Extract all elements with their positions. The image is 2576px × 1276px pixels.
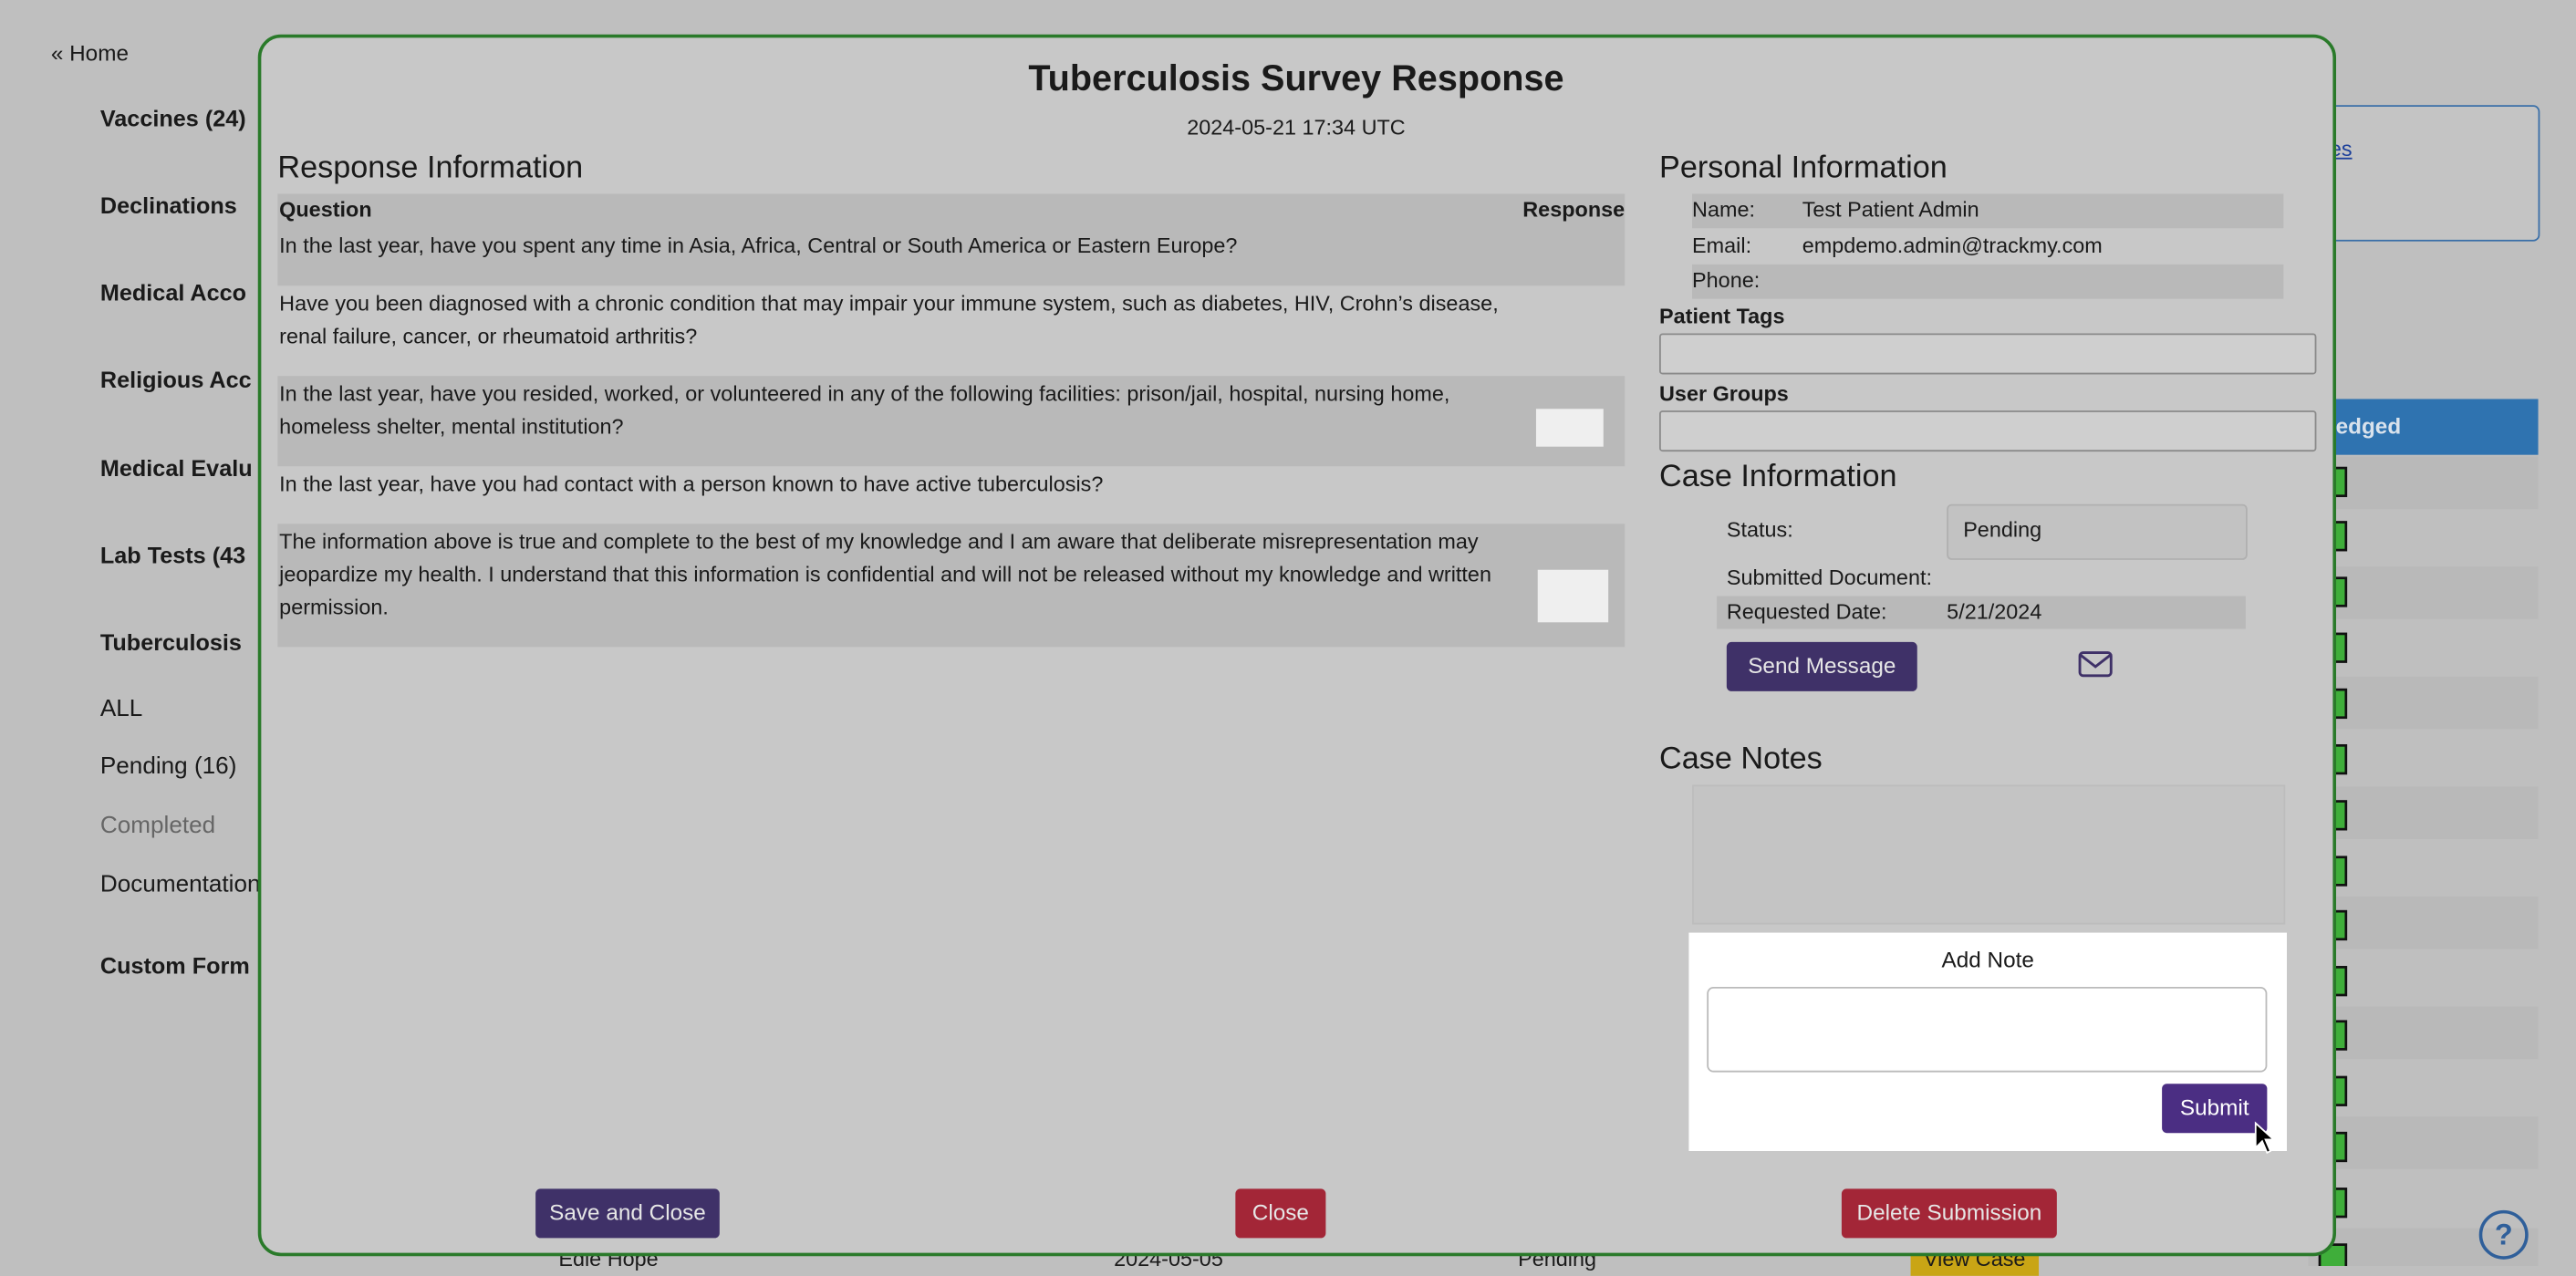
status-value: Pending — [1963, 517, 2042, 543]
question: In the last year, have you had contact w… — [279, 471, 1104, 496]
section-heading: Case Information — [1659, 460, 1897, 494]
save-close-button[interactable]: Save and Close — [535, 1188, 720, 1239]
info-box — [2300, 105, 2540, 242]
column-header: Question — [279, 197, 372, 223]
note-textarea[interactable] — [1707, 986, 2268, 1073]
sidebar-subitem[interactable]: ALL — [99, 696, 143, 723]
help-button[interactable]: ? — [2478, 1209, 2529, 1260]
sidebar-item[interactable]: Medical Acco — [99, 279, 247, 306]
field-label: User Groups — [1659, 380, 1789, 406]
field-row — [1692, 193, 2284, 229]
table-row — [277, 193, 1626, 286]
add-note-label: Add Note — [1941, 947, 2034, 972]
question: In the last year, have you resided, work… — [279, 380, 1450, 439]
question: Have you been diagnosed with a chronic c… — [279, 290, 1499, 348]
field-label: Name: — [1692, 197, 1756, 223]
field-label: Phone: — [1692, 267, 1761, 293]
column-header: Response — [1522, 197, 1626, 223]
close-button[interactable]: Close — [1235, 1188, 1326, 1239]
response-box[interactable] — [1537, 569, 1609, 623]
sidebar-item[interactable]: Lab Tests (43 — [99, 542, 246, 568]
field-label: Status: — [1726, 517, 1793, 543]
table-row — [277, 524, 1626, 648]
submit-button[interactable]: Submit — [2162, 1084, 2268, 1134]
sidebar-item[interactable]: Tuberculosis — [99, 628, 242, 656]
field-label: Requested Date: — [1726, 599, 1887, 625]
field-label: Patient Tags — [1659, 304, 1785, 329]
field-value: 5/21/2024 — [1947, 599, 2042, 625]
delete-button[interactable]: Delete Submission — [1841, 1188, 2057, 1239]
sidebar-item[interactable]: Vaccines (24) — [99, 105, 246, 132]
sidebar-item[interactable]: Custom Form — [99, 952, 250, 979]
question: The information above is true and comple… — [279, 528, 1491, 619]
field-row — [1692, 264, 2284, 299]
field-label: Submitted Document: — [1726, 565, 1933, 590]
table-header-text: ledged — [2329, 413, 2402, 439]
field-value: empdemo.admin@trackmy.com — [1802, 233, 2103, 258]
sidebar-item[interactable]: Medical Evalu — [99, 454, 253, 482]
notes-box — [1692, 784, 2286, 925]
status-select[interactable] — [1947, 503, 2248, 560]
response-box[interactable] — [1535, 409, 1604, 447]
modal-title: Tuberculosis Survey Response — [1028, 57, 1564, 99]
tags-input[interactable] — [1659, 333, 2317, 375]
question: In the last year, have you spent any tim… — [279, 233, 1238, 258]
timestamp: 2024-05-21 17:34 UTC — [1187, 115, 1406, 140]
sidebar-item[interactable]: Declinations — [99, 192, 237, 219]
sidebar-item[interactable]: Religious Acc — [99, 366, 252, 393]
sidebar-subitem[interactable]: Pending (16) — [99, 753, 237, 781]
section-heading: Personal Information — [1659, 150, 1948, 186]
field-row — [1717, 596, 2246, 629]
sidebar-subitem[interactable]: Documentation — [99, 871, 261, 898]
sidebar-subitem[interactable]: Completed — [99, 813, 216, 839]
field-value: Test Patient Admin — [1802, 197, 1979, 223]
section-heading: Response Information — [277, 150, 584, 186]
section-heading: Case Notes — [1659, 742, 1823, 777]
cursor — [2254, 1121, 2276, 1155]
home-link[interactable]: « Home — [50, 41, 129, 67]
groups-input[interactable] — [1659, 410, 2317, 452]
table-header — [2308, 399, 2539, 455]
field-label: Email: — [1692, 233, 1752, 258]
table-row — [277, 376, 1626, 467]
mail-icon[interactable] — [2078, 650, 2113, 679]
send-message-button[interactable]: Send Message — [1726, 641, 1917, 691]
